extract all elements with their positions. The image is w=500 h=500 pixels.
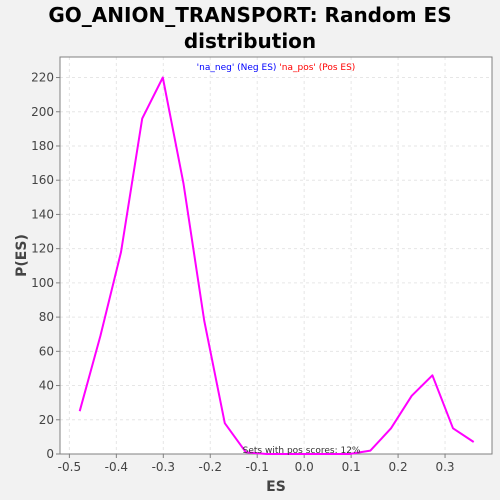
x-tick-label: -0.3 xyxy=(152,460,175,474)
chart-title-line-1: GO_ANION_TRANSPORT: Random ES xyxy=(48,3,452,27)
plot-area xyxy=(60,57,492,454)
series-line xyxy=(78,76,475,455)
y-tick-label: 100 xyxy=(31,276,54,290)
x-tick-label: -0.2 xyxy=(199,460,222,474)
legend-entry: 'na_neg' (Neg ES) xyxy=(197,63,277,73)
legend-entry: 'na_pos' (Pos ES) xyxy=(276,63,355,73)
x-tick-label: -0.4 xyxy=(105,460,128,474)
y-tick-label: 20 xyxy=(39,413,54,427)
y-tick-label: 180 xyxy=(31,139,54,153)
chart-title: GO_ANION_TRANSPORT: Random ES distributi… xyxy=(0,2,500,54)
y-tick-label: 60 xyxy=(39,344,54,358)
y-tick-label: 80 xyxy=(39,310,54,324)
y-tick-label: 40 xyxy=(39,379,54,393)
x-axis-label: ES xyxy=(266,479,286,495)
y-tick-label: 220 xyxy=(31,71,54,85)
y-axis-label: P(ES) xyxy=(14,234,30,277)
y-tick-label: 120 xyxy=(31,242,54,256)
x-tick-label: -0.1 xyxy=(246,460,269,474)
x-tick-label: 0.0 xyxy=(295,460,314,474)
annotation: Sets with pos scores: 12% xyxy=(243,446,361,456)
chart-title-line-2: distribution xyxy=(183,29,317,53)
x-tick-label: 0.2 xyxy=(389,460,408,474)
y-tick-label: 200 xyxy=(31,105,54,119)
y-tick-label: 160 xyxy=(31,173,54,187)
y-tick-label: 0 xyxy=(46,447,54,461)
legend: 'na_neg' (Neg ES) 'na_pos' (Pos ES) xyxy=(197,63,356,73)
x-tick-label: 0.3 xyxy=(435,460,454,474)
x-tick-label: -0.5 xyxy=(58,460,81,474)
y-tick-label: 140 xyxy=(31,207,54,221)
x-tick-label: 0.1 xyxy=(342,460,361,474)
